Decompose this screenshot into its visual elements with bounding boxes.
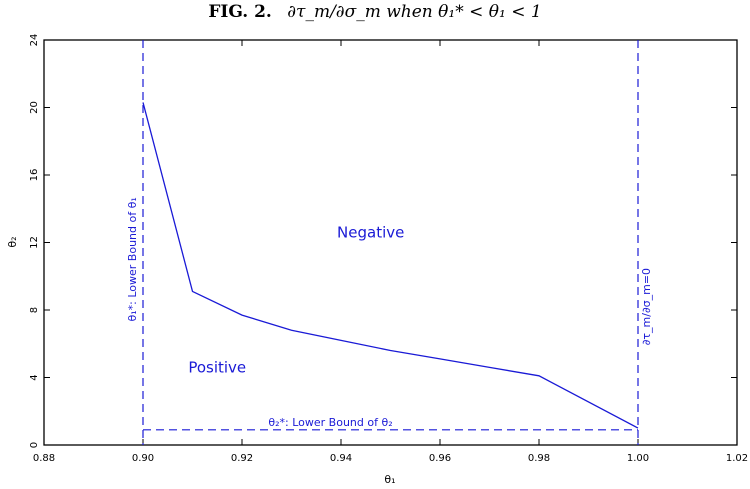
x-tick-label: 0.90 bbox=[132, 453, 154, 464]
region-label: Negative bbox=[337, 223, 404, 241]
x-tick-label: 0.92 bbox=[231, 453, 253, 464]
x-tick-label: 0.88 bbox=[33, 453, 55, 464]
x-tick-label: 0.94 bbox=[330, 453, 352, 464]
region-label: Positive bbox=[188, 358, 246, 376]
series-line bbox=[142, 102, 639, 429]
y-tick-label: 8 bbox=[29, 307, 40, 313]
chart-annotations: Negative Positive bbox=[188, 223, 404, 376]
reference-lines: θ₁*: Lower Bound of θ₁ ∂τ_m/∂σ_m=0 θ₂*: Lo… bbox=[126, 40, 653, 445]
x-tick-label: 1.02 bbox=[726, 453, 748, 464]
figure-caption: ∂τ_m/∂σ_m when θ₁* < θ₁ < 1 bbox=[287, 2, 542, 22]
y-tick-label: 20 bbox=[29, 101, 40, 114]
reference-line-label: θ₂*: Lower Bound of θ₂ bbox=[268, 416, 392, 429]
y-tick-label: 4 bbox=[29, 374, 40, 380]
y-tick-label: 16 bbox=[29, 169, 40, 182]
x-tick-label: 1.00 bbox=[627, 453, 649, 464]
reference-line-label: θ₁*: Lower Bound of θ₁ bbox=[126, 197, 139, 321]
x-axis-label: θ₁ bbox=[384, 473, 395, 486]
y-tick-label: 24 bbox=[29, 34, 40, 47]
data-series bbox=[142, 102, 639, 429]
y-axis-label: θ₂ bbox=[6, 236, 19, 247]
axis-ticks: 0.88 0.90 0.92 0.94 0.96 0.98 1.00 1.02 0 4 8 12 16 2… bbox=[29, 34, 748, 464]
x-tick-label: 0.98 bbox=[528, 453, 550, 464]
x-tick-label: 0.96 bbox=[429, 453, 451, 464]
reference-line-label: ∂τ_m/∂σ_m=0 bbox=[640, 268, 653, 345]
plot-frame bbox=[43, 39, 738, 446]
figure-number: FIG. 2. bbox=[208, 2, 272, 22]
y-tick-label: 12 bbox=[29, 236, 40, 249]
y-tick-label: 0 bbox=[29, 442, 40, 448]
chart-title: FIG. 2. ∂τ_m/∂σ_m when θ₁* < θ₁ < 1 bbox=[0, 2, 750, 22]
